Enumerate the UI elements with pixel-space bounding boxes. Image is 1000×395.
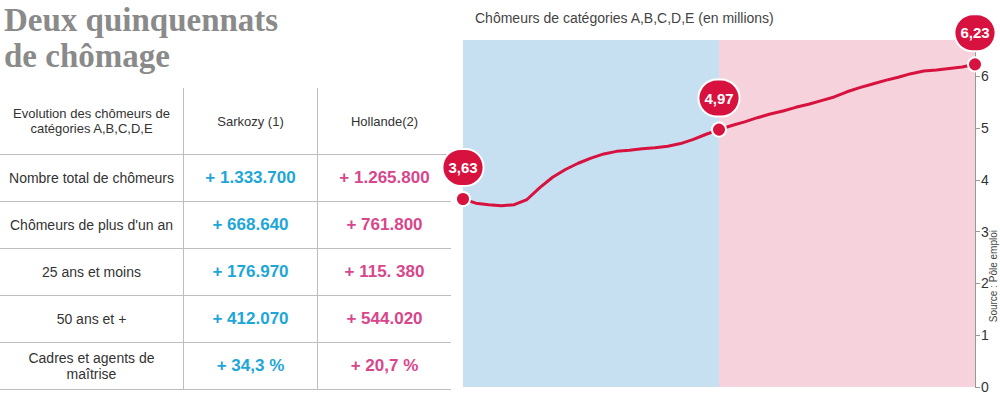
html-text:Nombre total de chômeurs: Nombre total de chômeurs xyxy=(9,170,174,186)
svg-text:5: 5 xyxy=(981,120,989,136)
html-text:Chômeurs de plus d'un an: Chômeurs de plus d'un an xyxy=(10,217,173,233)
html-text:+ 668.640: + 668.640 xyxy=(212,215,289,234)
html-text:Cadres et agents de maîtrise: Cadres et agents de maîtrise xyxy=(28,350,155,382)
svg-text:3: 3 xyxy=(981,224,989,240)
html-text:+ 412.070: + 412.070 xyxy=(212,309,289,328)
svg-text:4: 4 xyxy=(981,172,989,188)
html-text:Sarkozy (1): Sarkozy (1) xyxy=(217,113,284,129)
html-text:Evolution des chômeurs de caté: Evolution des chômeurs de catégories A,B… xyxy=(13,106,170,136)
svg-text:Chômeurs de catégories A,B,C,D: Chômeurs de catégories A,B,C,D,E (en mil… xyxy=(475,10,774,26)
svg-text:6: 6 xyxy=(981,68,989,84)
html-text:+ 761.800: + 761.800 xyxy=(346,215,423,234)
svg-text:4,97: 4,97 xyxy=(704,90,733,107)
html-text:Hollande(2): Hollande(2) xyxy=(350,113,419,129)
html-text:25 ans et moins: 25 ans et moins xyxy=(42,264,141,280)
svg-text:Source : Pôle emploi: Source : Pôle emploi xyxy=(988,230,999,322)
html-text:+ 176.970: + 176.970 xyxy=(212,262,289,281)
svg-text:6,23: 6,23 xyxy=(960,24,989,41)
html-text:+ 34,3 %: + 34,3 % xyxy=(216,356,285,375)
html-text:Deux quinquennats de chômage: Deux quinquennats de chômage xyxy=(4,2,279,74)
html-text:50 ans et +: 50 ans et + xyxy=(56,311,127,327)
svg-text:3,63: 3,63 xyxy=(448,159,477,176)
html-text:+ 544.020: + 544.020 xyxy=(346,309,423,328)
html-text:+ 20,7 %: + 20,7 % xyxy=(350,356,419,375)
svg-text:1: 1 xyxy=(981,327,989,343)
html-text:+ 1.265.800: + 1.265.800 xyxy=(339,168,430,187)
svg-text:0: 0 xyxy=(981,379,989,395)
html-text:+ 1.333.700: + 1.333.700 xyxy=(205,168,296,187)
html-text:+ 115. 380: + 115. 380 xyxy=(344,262,425,281)
svg-text:2: 2 xyxy=(981,275,989,291)
